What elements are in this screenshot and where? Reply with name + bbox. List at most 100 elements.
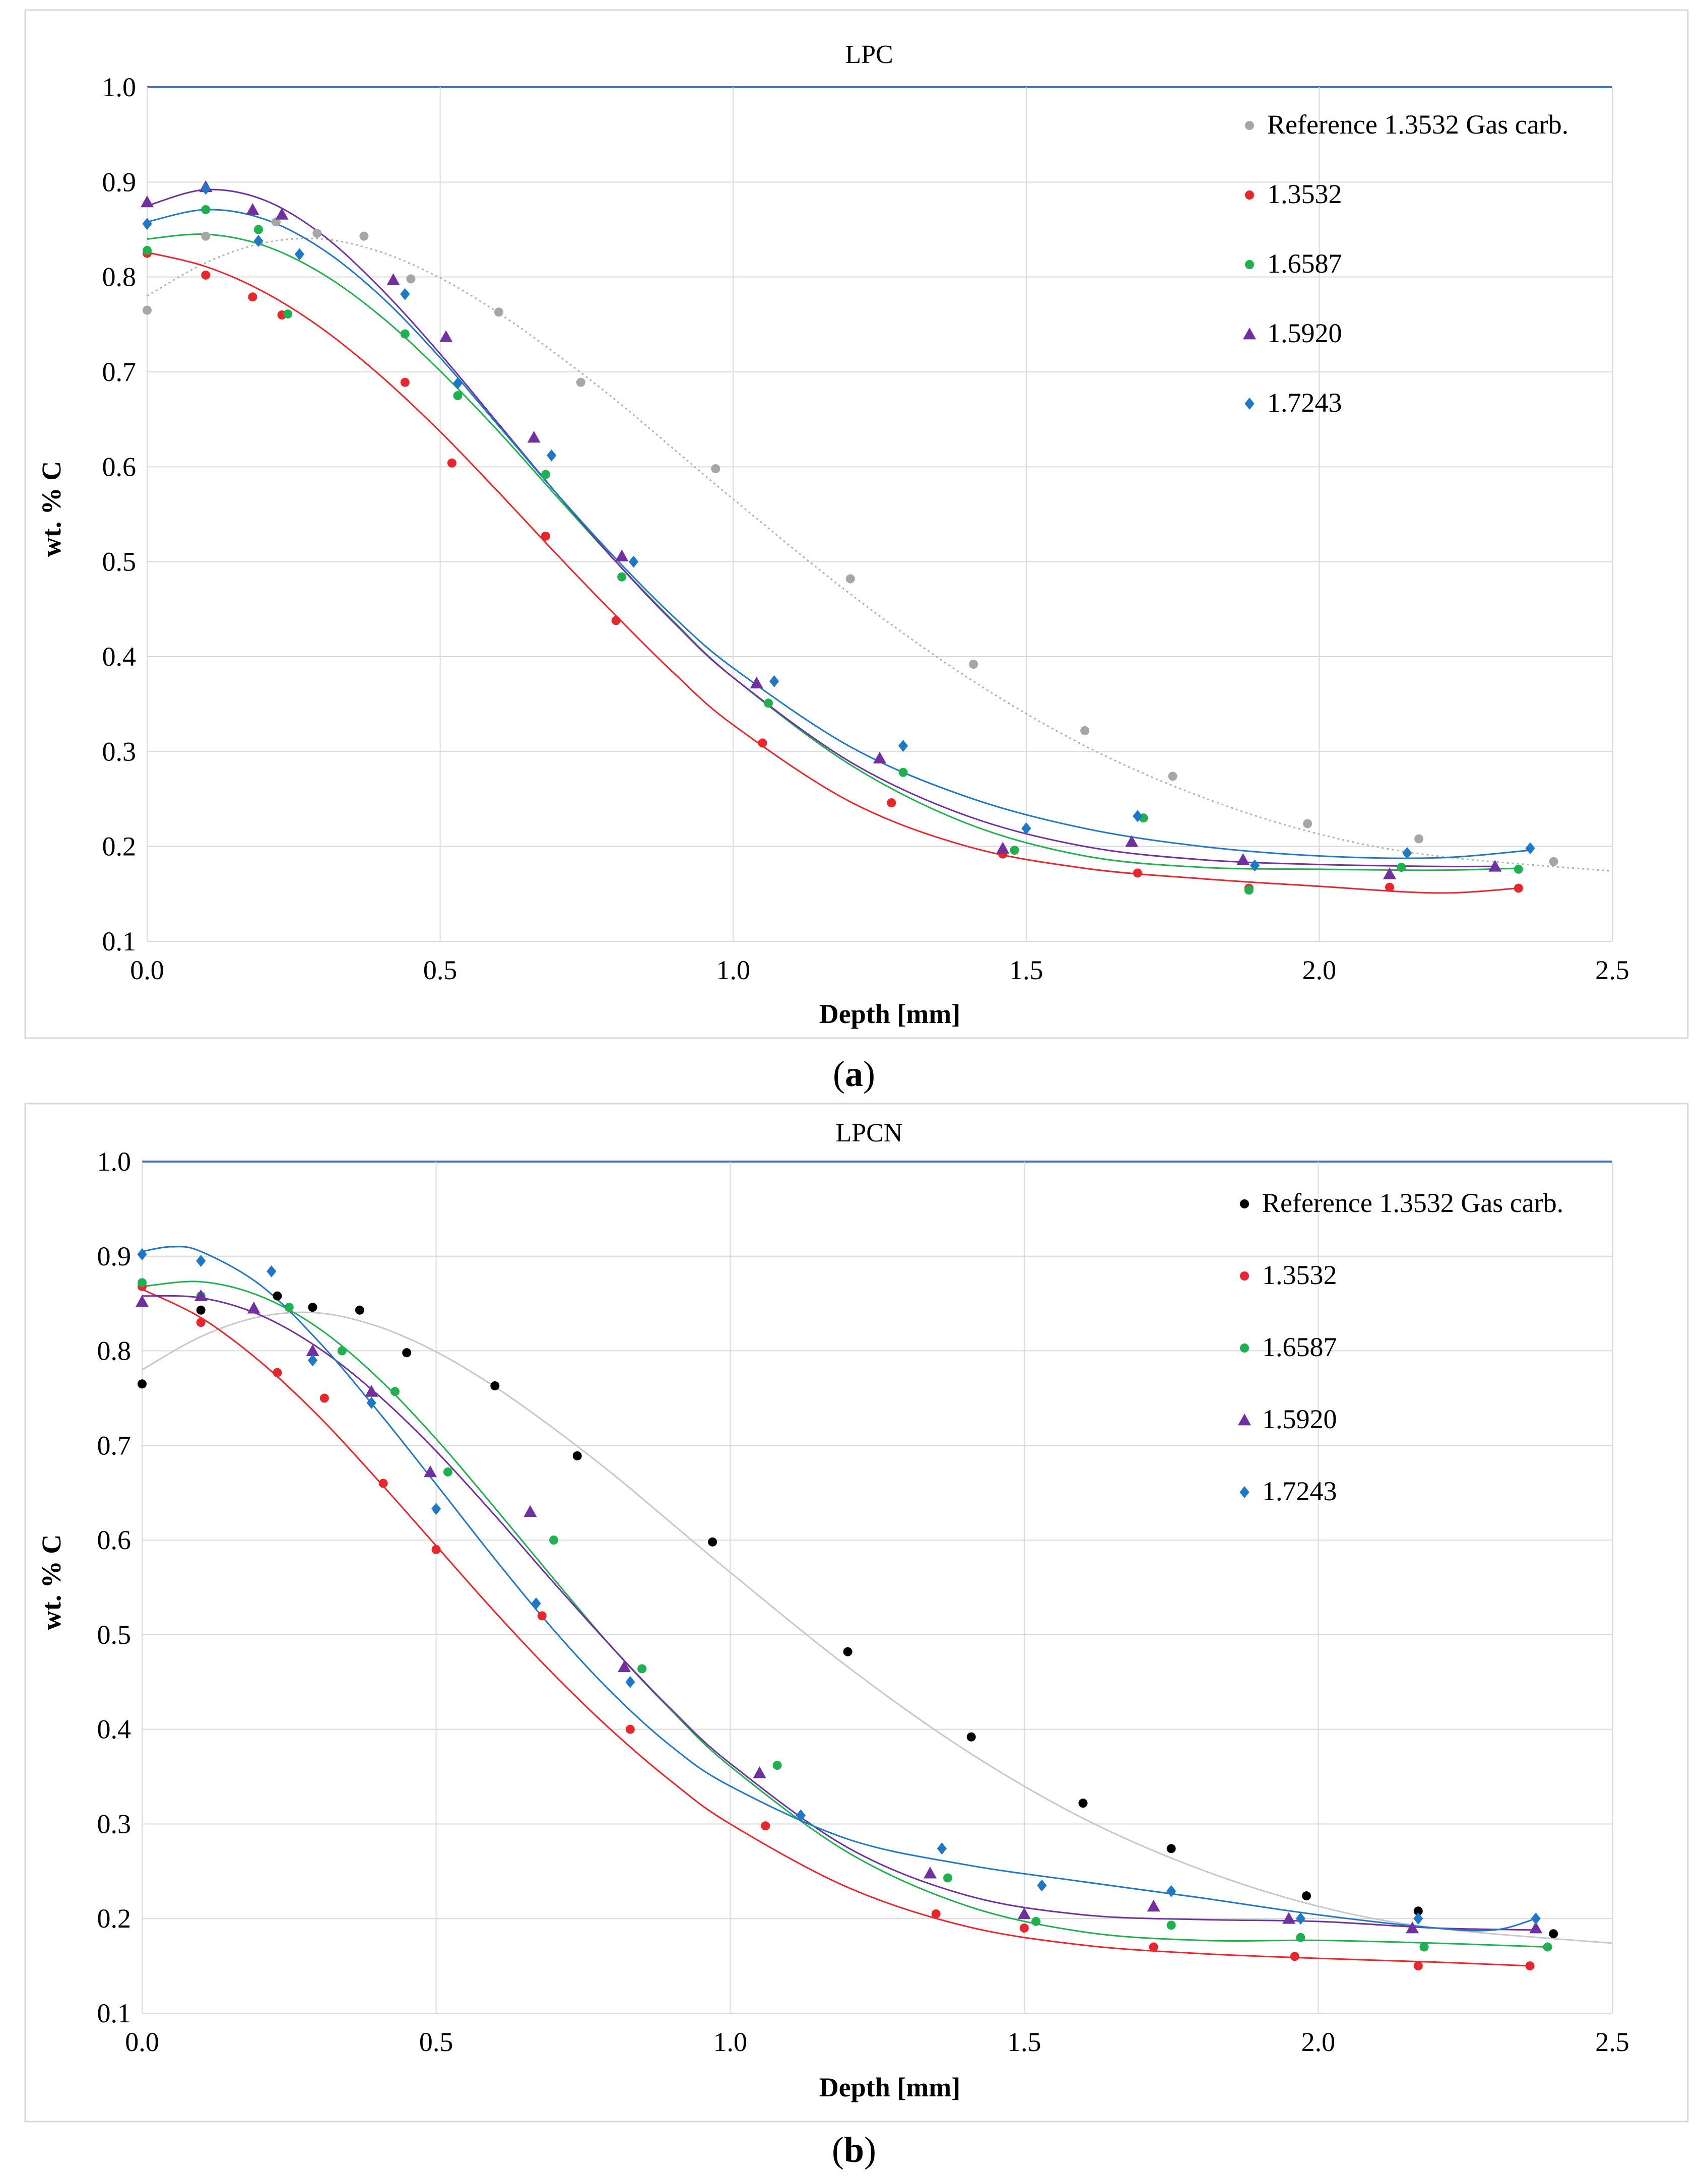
panel-a-x-tick-label: 1.5 xyxy=(1009,955,1043,985)
panel-a-point-1-6587 xyxy=(1514,864,1523,874)
panel-b-legend-label-reference-1-3532-gas-carb: Reference 1.3532 Gas carb. xyxy=(1262,1188,1563,1218)
panel-b-point-reference-1-3532-gas-carb xyxy=(1166,1844,1176,1853)
panel-a-legend-label-1-7243: 1.7243 xyxy=(1267,388,1342,418)
panel-a-point-1-6587 xyxy=(1244,885,1254,895)
panel-a-point-1-6587 xyxy=(898,767,908,777)
panel-a-point-1-7243 xyxy=(1402,847,1412,859)
panel-b-point-1-3532 xyxy=(625,1724,635,1734)
panel-a-point-1-5920 xyxy=(873,751,886,763)
panel-a-point-1-7243 xyxy=(1021,822,1031,835)
panel-b-point-1-7243 xyxy=(1295,1912,1305,1925)
panel-a-y-tick-label: 0.9 xyxy=(102,167,137,197)
panel-b-point-1-3532 xyxy=(931,1909,941,1918)
panel-a-point-1-5920 xyxy=(141,195,154,208)
panel-b-x-tick-label: 1.5 xyxy=(1007,2027,1041,2057)
panel-b-point-1-5920 xyxy=(1017,1907,1031,1919)
panel-b-legend-label-1-3532: 1.3532 xyxy=(1262,1260,1337,1290)
panel-b-y-tick-label: 0.1 xyxy=(97,1998,132,2028)
panel-b-point-reference-1-3532-gas-carb xyxy=(402,1348,412,1358)
panel-a-caption: (a) xyxy=(833,1054,875,1094)
panel-a-point-1-5920 xyxy=(1488,860,1502,872)
panel-b-point-1-6587 xyxy=(1166,1920,1176,1930)
panel-a-legend-marker-1-3532 xyxy=(1245,190,1254,200)
panel-a-ticks: 0.1 0.2 0.3 0.4 0.5 0.6 0.7 0.8 0.9 1.0 0.0 0.5 1.0 1… xyxy=(102,72,1629,985)
panel-a-point-reference-1-3532-gas-carb xyxy=(271,217,281,227)
panel-b-point-1-6587 xyxy=(1543,1942,1552,1952)
panel-a-point-1-7243 xyxy=(142,218,152,230)
panel-a-point-1-5920 xyxy=(615,549,629,561)
panel-a-x-tick-label: 2.5 xyxy=(1595,955,1629,985)
panel-b-point-1-5920 xyxy=(1406,1922,1419,1934)
panel-b-point-1-6587 xyxy=(138,1278,147,1288)
panel-b-y-tick-label: 0.4 xyxy=(97,1714,132,1745)
panel-b: LPCN 0.10.20.30.40.50.60.70.80.91.00.0 0.… xyxy=(24,1103,1689,2170)
panel-a-point-1-5920 xyxy=(246,203,259,215)
panel-a-trendline-1-3532 xyxy=(147,251,1519,894)
panel-a-markers xyxy=(141,180,1558,895)
panel-b-point-1-7243 xyxy=(1037,1879,1047,1892)
panel-a-point-reference-1-3532-gas-carb xyxy=(359,231,369,241)
panel-a-point-1-6587 xyxy=(763,698,773,708)
panel-a-point-1-7243 xyxy=(400,288,410,300)
panel-b-point-1-7243 xyxy=(796,1809,806,1822)
panel-a-point-1-6587 xyxy=(254,225,264,234)
panel-a-point-1-3532 xyxy=(611,616,621,625)
panel-a-frame xyxy=(24,9,1689,1039)
panel-b-point-1-5920 xyxy=(365,1385,378,1397)
panel-a-point-1-5920 xyxy=(750,676,763,689)
panel-b-y-tick-label: 1.0 xyxy=(97,1146,132,1177)
panel-b-point-1-3532 xyxy=(378,1479,388,1488)
panel-b-point-1-7243 xyxy=(267,1265,277,1277)
panel-a-point-1-5920 xyxy=(275,208,289,220)
panel-b-y-axis-title: wt. % C xyxy=(36,1534,67,1630)
panel-a-point-reference-1-3532-gas-carb xyxy=(1414,834,1424,844)
panel-b-point-1-3532 xyxy=(1149,1942,1158,1952)
panel-b-point-1-6587 xyxy=(637,1664,647,1674)
panel-a-point-1-3532 xyxy=(1385,882,1394,892)
panel-a-point-1-7243 xyxy=(201,182,211,195)
panel-a-point-1-3532 xyxy=(887,798,896,808)
panel-b-y-tick-label: 0.9 xyxy=(97,1241,132,1271)
panel-b-legend-marker-1-6587 xyxy=(1240,1343,1249,1353)
panel-b-trendline-reference-1-3532-gas-carb xyxy=(142,1311,1613,1944)
panel-a-title: LPC xyxy=(845,40,893,69)
panel-b-point-1-6587 xyxy=(1031,1916,1041,1926)
panel-b-point-reference-1-3532-gas-carb xyxy=(273,1291,282,1301)
panel-a-point-1-7243 xyxy=(547,449,557,462)
panel-b-legend-label-1-7243: 1.7243 xyxy=(1262,1476,1337,1506)
panel-a-point-reference-1-3532-gas-carb xyxy=(1549,857,1558,866)
panel-b-point-reference-1-3532-gas-carb xyxy=(355,1305,364,1315)
panel-a-trendline-1-7243 xyxy=(147,209,1531,859)
panel-b-point-1-6587 xyxy=(772,1761,782,1770)
panel-a-point-reference-1-3532-gas-carb xyxy=(969,660,978,669)
panel-a-point-1-3532 xyxy=(400,377,410,387)
panel-b-x-tick-label: 1.0 xyxy=(713,2027,747,2057)
panel-b-point-1-7243 xyxy=(1531,1912,1541,1925)
panel-a-y-axis-title: wt. % C xyxy=(36,461,67,557)
panel-a-point-1-3532 xyxy=(248,292,257,302)
panel-b-legend-marker-1-3532 xyxy=(1240,1271,1249,1280)
panel-a-y-tick-label: 0.2 xyxy=(102,831,137,862)
panel-a-legend-label-1-5920: 1.5920 xyxy=(1267,318,1342,348)
panel-a-point-reference-1-3532-gas-carb xyxy=(1080,726,1090,735)
panel-b-point-1-3532 xyxy=(1525,1961,1535,1971)
panel-b-point-1-5920 xyxy=(924,1867,937,1879)
panel-b-point-1-3532 xyxy=(273,1368,282,1377)
panel-a-x-tick-label: 0.0 xyxy=(130,955,164,985)
panel-b-point-1-3532 xyxy=(319,1393,329,1403)
panel-b-point-1-7243 xyxy=(196,1255,206,1267)
panel-a-point-1-3532 xyxy=(1514,883,1523,893)
panel-b-point-1-5920 xyxy=(247,1302,260,1314)
panel-a-point-1-7243 xyxy=(253,235,264,247)
panel-b-x-tick-label: 0.5 xyxy=(419,2027,453,2057)
panel-b-legend-marker-1-5920 xyxy=(1238,1414,1251,1426)
panel-a-point-reference-1-3532-gas-carb xyxy=(201,231,211,241)
panel-b-point-1-7243 xyxy=(531,1597,541,1610)
panel-b-point-1-3532 xyxy=(761,1821,770,1831)
panel-b-point-1-5920 xyxy=(618,1660,631,1673)
panel-a-point-1-7243 xyxy=(898,740,908,752)
panel-b-legend-marker-reference-1-3532-gas-carb xyxy=(1240,1199,1249,1208)
panel-a-trendlines xyxy=(147,188,1613,894)
panel-b-point-reference-1-3532-gas-carb xyxy=(196,1305,206,1315)
